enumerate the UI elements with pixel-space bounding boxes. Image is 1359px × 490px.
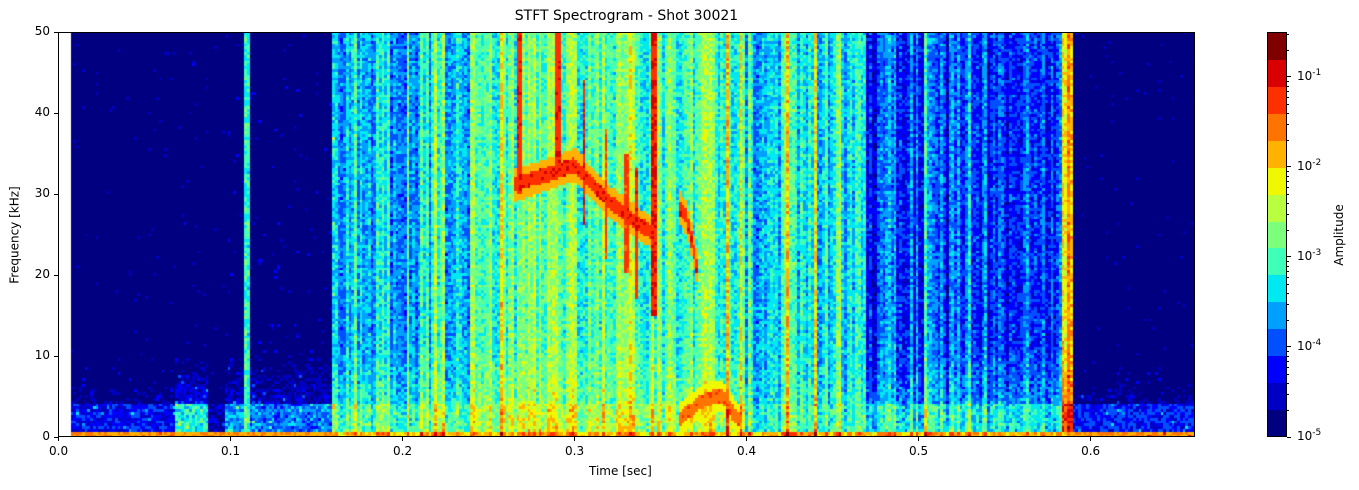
x-tick bbox=[917, 437, 919, 441]
y-tick-label: 40 bbox=[34, 105, 50, 119]
colorbar-tick bbox=[1287, 76, 1291, 78]
colorbar-minor-tick bbox=[1287, 171, 1289, 173]
colorbar-level bbox=[1268, 409, 1286, 437]
colorbar-minor-tick bbox=[1287, 214, 1289, 216]
colorbar-minor-tick bbox=[1287, 394, 1289, 396]
x-tick-label: 0.2 bbox=[393, 444, 413, 458]
colorbar-level bbox=[1268, 247, 1286, 276]
colorbar-minor-tick bbox=[1287, 276, 1289, 278]
colorbar bbox=[1267, 32, 1287, 437]
colorbar-minor-tick bbox=[1287, 186, 1289, 188]
y-tick bbox=[54, 31, 58, 33]
x-tick-label: 0.4 bbox=[737, 444, 757, 458]
y-tick bbox=[54, 274, 58, 276]
colorbar-minor-tick bbox=[1287, 229, 1289, 231]
colorbar-minor-tick bbox=[1287, 351, 1289, 353]
y-tick bbox=[54, 112, 58, 114]
y-tick-label: 0 bbox=[42, 429, 50, 443]
colorbar-minor-tick bbox=[1287, 304, 1289, 306]
colorbar-minor-tick bbox=[1287, 270, 1289, 272]
colorbar-minor-tick bbox=[1287, 180, 1289, 182]
x-tick-label: 0.0 bbox=[49, 444, 69, 458]
colorbar-level bbox=[1268, 194, 1286, 222]
colorbar-tick bbox=[1287, 166, 1291, 168]
x-tick bbox=[401, 437, 403, 441]
colorbar-tick bbox=[1287, 436, 1291, 438]
colorbar-minor-tick bbox=[1287, 360, 1289, 362]
colorbar-level bbox=[1268, 274, 1286, 303]
colorbar-level bbox=[1268, 113, 1286, 141]
colorbar-minor-tick bbox=[1287, 261, 1289, 263]
x-tick bbox=[229, 437, 231, 441]
colorbar-minor-tick bbox=[1287, 265, 1289, 267]
colorbar-minor-tick bbox=[1287, 139, 1289, 141]
x-axis-label: Time [sec] bbox=[589, 464, 652, 478]
colorbar-tick-label: 10-1 bbox=[1297, 67, 1322, 83]
colorbar-minor-tick bbox=[1287, 292, 1289, 294]
colorbar-tick-label: 10-3 bbox=[1297, 247, 1322, 263]
spectrogram-heatmap bbox=[58, 32, 1195, 437]
x-tick-label: 0.3 bbox=[565, 444, 585, 458]
colorbar-level bbox=[1268, 328, 1286, 356]
colorbar-level bbox=[1268, 140, 1286, 168]
colorbar-minor-tick bbox=[1287, 374, 1289, 376]
y-tick-label: 50 bbox=[34, 24, 50, 38]
colorbar-minor-tick bbox=[1287, 85, 1289, 87]
colorbar-level bbox=[1268, 355, 1286, 383]
colorbar-minor-tick bbox=[1287, 96, 1289, 98]
colorbar-tick bbox=[1287, 346, 1291, 348]
colorbar-tick-label: 10-4 bbox=[1297, 337, 1322, 353]
colorbar-minor-tick bbox=[1287, 355, 1289, 357]
colorbar-minor-tick bbox=[1287, 49, 1289, 51]
colorbar-minor-tick bbox=[1287, 382, 1289, 384]
x-tick bbox=[1089, 437, 1091, 441]
colorbar-level bbox=[1268, 59, 1286, 88]
x-tick bbox=[57, 437, 59, 441]
colorbar-tick-label: 10-5 bbox=[1297, 428, 1322, 443]
x-tick bbox=[745, 437, 747, 441]
colorbar-minor-tick bbox=[1287, 409, 1289, 411]
x-tick-label: 0.5 bbox=[909, 444, 929, 458]
colorbar-tick bbox=[1287, 256, 1291, 258]
colorbar-minor-tick bbox=[1287, 90, 1289, 92]
colorbar-minor-tick bbox=[1287, 81, 1289, 83]
colorbar-level bbox=[1268, 33, 1286, 61]
colorbar-minor-tick bbox=[1287, 124, 1289, 126]
plot-area bbox=[58, 32, 1195, 437]
colorbar-minor-tick bbox=[1287, 112, 1289, 114]
colorbar-level bbox=[1268, 301, 1286, 330]
x-tick-label: 0.1 bbox=[221, 444, 241, 458]
y-tick-label: 30 bbox=[34, 186, 50, 200]
y-tick bbox=[54, 355, 58, 357]
colorbar-minor-tick bbox=[1287, 319, 1289, 321]
colorbar-level bbox=[1268, 221, 1286, 249]
y-tick bbox=[54, 436, 58, 438]
x-tick-label: 0.6 bbox=[1081, 444, 1101, 458]
y-tick-label: 10 bbox=[34, 348, 50, 362]
colorbar-minor-tick bbox=[1287, 175, 1289, 177]
colorbar-minor-tick bbox=[1287, 202, 1289, 204]
colorbar-level bbox=[1268, 382, 1286, 410]
y-tick-label: 20 bbox=[34, 267, 50, 281]
colorbar-level bbox=[1268, 86, 1286, 115]
x-tick bbox=[573, 437, 575, 441]
y-axis-label: Frequency [kHz] bbox=[7, 186, 22, 284]
colorbar-minor-tick bbox=[1287, 284, 1289, 286]
colorbar-tick-label: 10-2 bbox=[1297, 157, 1322, 173]
colorbar-minor-tick bbox=[1287, 366, 1289, 368]
chart-title: STFT Spectrogram - Shot 30021 bbox=[514, 8, 739, 24]
colorbar-minor-tick bbox=[1287, 104, 1289, 106]
y-tick bbox=[54, 193, 58, 195]
colorbar-minor-tick bbox=[1287, 194, 1289, 196]
colorbar-level bbox=[1268, 167, 1286, 195]
colorbar-minor-tick bbox=[1287, 34, 1289, 36]
colorbar-label: Amplitude bbox=[1331, 204, 1346, 266]
